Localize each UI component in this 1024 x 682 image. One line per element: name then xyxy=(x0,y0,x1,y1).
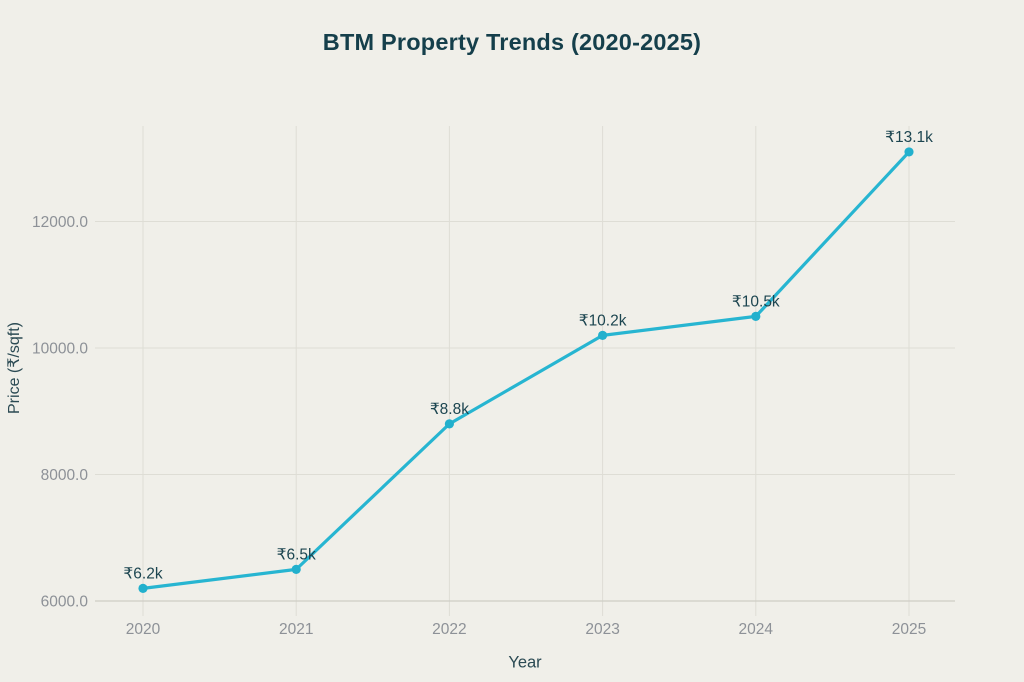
data-point-marker xyxy=(751,311,761,321)
y-tick-label: 8000.0 xyxy=(41,467,89,484)
data-point-label: ₹13.1k xyxy=(885,129,933,146)
data-point-marker xyxy=(444,419,454,429)
data-point-label: ₹6.2k xyxy=(123,565,162,582)
data-point-marker xyxy=(904,147,914,157)
y-tick-label: 10000.0 xyxy=(32,341,88,358)
data-point-marker xyxy=(598,330,608,340)
y-tick-label: 12000.0 xyxy=(32,214,88,231)
chart-title: BTM Property Trends (2020-2025) xyxy=(322,29,702,55)
data-point-label: ₹8.8k xyxy=(430,401,469,418)
x-tick-label: 2024 xyxy=(739,621,774,638)
y-tick-label: 6000.0 xyxy=(41,594,89,611)
data-point-label: ₹6.5k xyxy=(277,546,316,563)
x-tick-label: 2021 xyxy=(279,621,313,638)
x-tick-label: 2023 xyxy=(585,621,619,638)
series-line xyxy=(141,150,911,590)
x-axis-label: Year xyxy=(508,653,542,672)
data-point-label: ₹10.5k xyxy=(732,293,780,310)
x-tick-label: 2020 xyxy=(126,621,161,638)
x-tick-label: 2025 xyxy=(892,621,926,638)
data-point-marker xyxy=(291,564,301,574)
data-point-label: ₹10.2k xyxy=(579,312,627,329)
x-tick-label: 2022 xyxy=(432,621,466,638)
data-point-marker xyxy=(138,583,148,593)
